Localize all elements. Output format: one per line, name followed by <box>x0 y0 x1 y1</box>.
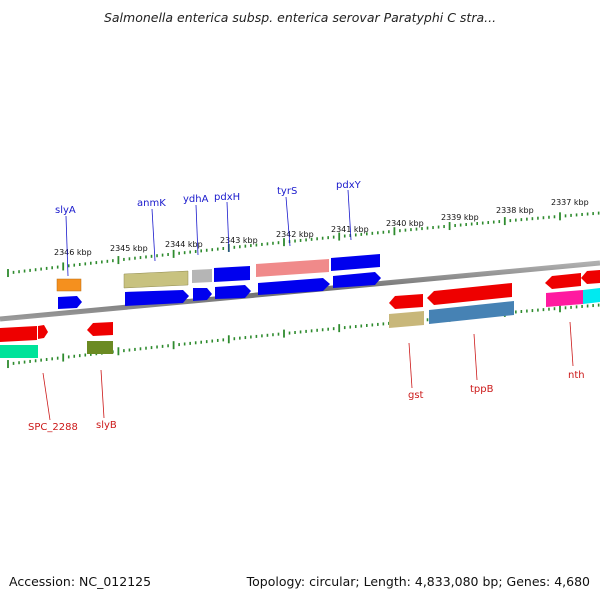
gene-label: tyrS <box>277 186 297 197</box>
gene-label: nth <box>568 370 585 381</box>
gene-slyB[interactable]: slyB <box>87 322 117 431</box>
scale-ticks-top <box>7 211 600 278</box>
gene-label: tppB <box>470 384 494 395</box>
kbp-label: 2343 kbp <box>220 236 258 245</box>
gene-slyA[interactable]: slyA <box>55 205 82 309</box>
gene-label: anmK <box>137 198 166 209</box>
map-title: Salmonella enterica subsp. enterica sero… <box>103 10 497 25</box>
kbp-label: 2342 kbp <box>276 230 314 239</box>
gene-tyrS[interactable]: tyrS <box>256 186 330 295</box>
gene-anmK[interactable]: anmK <box>123 198 189 306</box>
accession-text: Accession: NC_012125 <box>9 574 152 589</box>
gene-label: gst <box>408 390 424 401</box>
gene-pdxH[interactable]: pdxH <box>214 192 251 299</box>
gene-pdxY[interactable]: pdxY <box>331 180 381 288</box>
gene-ydhA[interactable]: ydhA <box>183 194 212 301</box>
kbp-label: 2344 kbp <box>165 240 203 249</box>
kbp-label: 2340 kbp <box>386 219 424 228</box>
gene-nth[interactable]: nth <box>545 270 600 381</box>
gene-SPC_2288[interactable]: SPC_2288 <box>0 325 78 433</box>
gene-gst[interactable]: gst <box>389 294 424 401</box>
gene-label: pdxH <box>214 192 240 203</box>
gene-tppB[interactable]: tppB <box>427 283 514 395</box>
genome-summary-text: Topology: circular; Length: 4,833,080 bp… <box>246 574 590 589</box>
kbp-label: 2339 kbp <box>441 213 479 222</box>
kbp-label: 2345 kbp <box>110 244 148 253</box>
kbp-label: 2337 kbp <box>551 198 589 207</box>
gene-label: slyB <box>96 420 117 431</box>
gene-label: ydhA <box>183 194 209 205</box>
kbp-label: 2338 kbp <box>496 206 534 215</box>
kbp-label: 2346 kbp <box>54 248 92 257</box>
gene-label: slyA <box>55 205 76 216</box>
kbp-label: 2341 kbp <box>331 225 369 234</box>
gene-label: pdxY <box>336 180 362 191</box>
gene-label: SPC_2288 <box>28 422 78 433</box>
